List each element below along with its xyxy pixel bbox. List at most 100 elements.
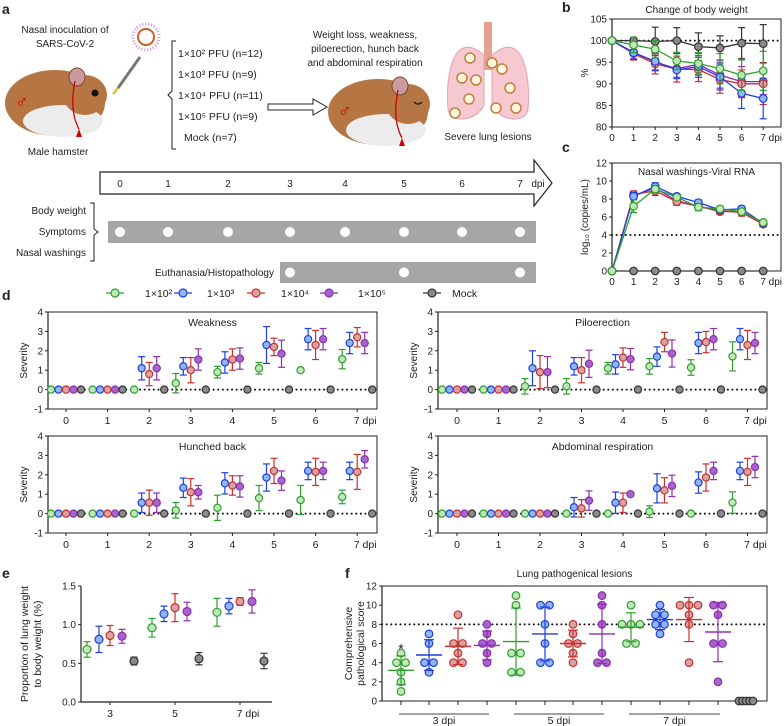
chart-d3-data-point — [103, 509, 112, 518]
chart-d2-data-point — [494, 385, 503, 394]
chart-d2-data-point — [486, 385, 496, 394]
chart-d2-data-point — [645, 362, 654, 371]
chart-d4-x-tick-label: 3 — [579, 539, 585, 551]
chart-d4-x-tick-label: 1 — [496, 539, 502, 551]
chart-f-data-point — [651, 610, 660, 620]
hamster-tag-icon — [76, 129, 82, 137]
chart-d1-data-point — [194, 355, 203, 364]
chart-d2-data-point — [550, 385, 560, 394]
chart-f-data-point — [684, 658, 694, 668]
chart-c-data-point — [694, 266, 703, 276]
chart-d3-data-point — [144, 498, 154, 507]
chart-d2-data-point — [660, 337, 669, 347]
panel-label-c: c — [562, 139, 570, 155]
chart-d1-data-point — [277, 349, 286, 358]
chart-c-data-point — [737, 207, 746, 217]
chart-b-y-tick-label: 100 — [590, 36, 607, 47]
chart-d4-data-point — [735, 466, 745, 476]
chart-f-data-point — [709, 639, 718, 648]
chart-d1-data-point — [326, 385, 335, 394]
chart-d1-data-point — [95, 385, 105, 394]
chart-d1-data-point — [54, 385, 63, 394]
hamster-collar-icon — [395, 89, 403, 139]
chart-d3-data-point — [159, 509, 169, 518]
chart-d1-x-tick-label: 5 — [271, 415, 277, 427]
chart-f-data-point — [516, 667, 525, 677]
group-item: 1×10² PFU (n=12) — [178, 48, 263, 60]
chart-f-title: Lung pathogenical lesions — [517, 569, 633, 580]
timeline-arrow — [99, 158, 553, 208]
legend-marker — [427, 288, 437, 298]
chart-f-data-point — [536, 600, 545, 610]
chart-b-y-tick-label: 90 — [596, 79, 608, 90]
chart-f-data-point — [545, 600, 554, 610]
chart-d2-y-tick-label: 2 — [427, 346, 433, 357]
chart-d3-data-point — [54, 509, 63, 518]
chart-d3-y-tick-label: 1 — [37, 490, 43, 501]
chart-f-data-point — [635, 619, 645, 629]
chart-d1-data-point — [338, 354, 347, 364]
timeline-tick-label: 0 — [117, 179, 123, 190]
chart-d2-data-point — [758, 385, 767, 394]
chart-f-data-point — [718, 639, 727, 648]
chart-d2-x-tick-label: 5 — [662, 415, 668, 427]
chart-d1-y-tick-label: 2 — [37, 346, 43, 357]
chart-d4-data-point — [686, 509, 696, 518]
chart-f-data-point — [453, 610, 463, 620]
chart-d4-data-point — [479, 509, 488, 518]
chart-d3-data-point — [254, 493, 264, 503]
chart-e-y-tick-label: 0.5 — [62, 659, 76, 670]
chart-d1-x-tick-label: 6 — [313, 415, 319, 427]
chart-d3-data-point — [326, 509, 335, 518]
chart-d1-title: Weakness — [188, 317, 237, 329]
hamster-closed-eye — [413, 101, 423, 105]
chart-d2-data-point — [709, 334, 718, 344]
sampling-label: Nasal washings — [16, 248, 86, 259]
chart-d4-y-tick-label: 4 — [427, 432, 433, 443]
chart-d2-x-tick-label: 1 — [496, 415, 502, 427]
chart-f-data-point — [482, 619, 492, 629]
chart-e-y-tick-label: 1.5 — [62, 582, 76, 593]
chart-d3-data-point — [353, 467, 362, 477]
chart-d2-data-point — [437, 385, 447, 394]
panel-label-b: b — [562, 0, 571, 15]
legend-label: 1×10⁴ — [281, 288, 309, 300]
group-item: 1×10⁵ PFU (n=9) — [178, 111, 258, 123]
legend-marker — [251, 288, 261, 298]
chart-d1-data-point — [284, 385, 294, 394]
chart-f-group-label: 5 dpi — [548, 715, 571, 726]
chart-b-y-tick-label: 95 — [596, 58, 608, 69]
timeline-tick-label: 4 — [342, 179, 348, 190]
sampling-day-marker — [457, 227, 467, 237]
chart-d2-data-point — [652, 352, 662, 361]
chart-d1-y-axis-label: Severity — [19, 342, 30, 378]
chart-d4-data-point — [584, 496, 594, 505]
chart-b-data-point — [694, 42, 703, 52]
chart-e-data-point — [224, 601, 234, 611]
chart-c-data-point — [672, 266, 682, 276]
chart-d1-data-point — [110, 385, 120, 394]
chart-d4-data-point — [743, 467, 752, 477]
chart-c-y-tick-label: 2 — [601, 249, 607, 260]
chart-c-data-point — [629, 266, 638, 276]
chart-d4-data-point — [494, 509, 503, 518]
chart-d3-data-point — [137, 498, 146, 507]
chart-d3-data-point — [243, 509, 252, 518]
animal-label: Male hamster — [28, 147, 89, 158]
chart-d2-data-point — [603, 364, 613, 373]
chart-d3-y-tick-label: 2 — [37, 470, 43, 481]
chart-d4-data-point — [709, 466, 718, 476]
chart-d1-data-point — [311, 340, 320, 350]
sampling-day-marker — [115, 227, 125, 237]
chart-d1-data-point — [186, 366, 195, 375]
chart-b-x-tick-label: 6 — [739, 133, 745, 144]
chart-d4-y-tick-label: 0 — [427, 509, 433, 520]
virus-lesion-icon — [486, 57, 498, 69]
chart-c-y-tick-label: 8 — [601, 195, 607, 206]
chart-d4-data-point — [467, 509, 477, 518]
chart-d4-data-point — [452, 509, 462, 518]
chart-f-data-point — [655, 600, 665, 610]
timeline-tick-label: 6 — [459, 179, 465, 190]
chart-d2-data-point — [716, 385, 726, 394]
